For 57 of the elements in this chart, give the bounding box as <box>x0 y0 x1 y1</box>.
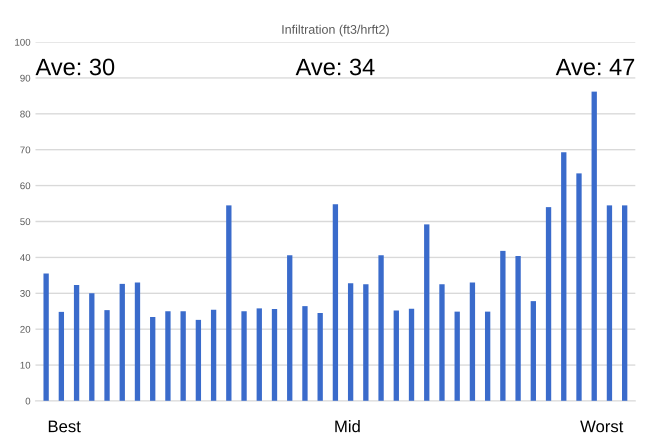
bar <box>180 311 186 401</box>
bar <box>408 308 414 401</box>
bar <box>58 312 64 401</box>
bar <box>150 316 156 401</box>
y-tick-label: 40 <box>20 254 30 261</box>
bar <box>89 293 94 401</box>
bar <box>332 204 338 401</box>
bar <box>561 152 566 401</box>
bar <box>318 313 323 401</box>
bar <box>104 310 110 401</box>
y-tick-label: 10 <box>20 362 30 369</box>
bar <box>210 310 216 401</box>
y-tick-label: 30 <box>20 290 30 297</box>
bar <box>241 311 247 401</box>
bar <box>470 282 476 401</box>
bar <box>348 283 354 401</box>
bar <box>454 312 460 401</box>
bar <box>302 306 308 401</box>
y-tick-label: 60 <box>20 182 30 190</box>
annotation: Ave: 30 <box>36 58 114 76</box>
y-tick-label: 20 <box>20 326 30 333</box>
bar <box>363 284 369 401</box>
bar <box>43 274 49 401</box>
bar <box>622 205 628 401</box>
y-tick-label: 50 <box>20 218 30 226</box>
annotation: Ave: 34 <box>296 58 375 76</box>
text: Best <box>48 420 81 432</box>
annotation: Ave: 47 <box>556 58 634 76</box>
bar <box>546 207 552 401</box>
bar <box>484 312 490 401</box>
bar <box>226 205 232 401</box>
bar <box>515 256 521 401</box>
y-tick-label: 0 <box>26 398 30 405</box>
bar <box>530 301 536 401</box>
text: Mid <box>335 420 360 432</box>
bar <box>196 320 202 401</box>
y-tick-label: 80 <box>20 110 30 118</box>
bar <box>576 173 582 401</box>
bar <box>287 255 292 401</box>
y-tick-label: 100 <box>15 38 30 46</box>
bar <box>500 250 506 401</box>
chart-title: Infiltration (ft3/hrft2) <box>282 24 389 36</box>
bar <box>394 310 399 401</box>
bar <box>424 224 430 401</box>
bar <box>606 205 612 401</box>
bar <box>272 309 278 401</box>
bar <box>256 308 262 401</box>
bar <box>592 92 597 401</box>
bar <box>165 311 171 401</box>
bar <box>378 255 384 401</box>
bar <box>134 282 140 401</box>
bar <box>74 285 80 401</box>
bar <box>439 284 445 401</box>
y-tick-label: 90 <box>20 74 30 82</box>
y-tick-label: 70 <box>20 146 30 154</box>
bar <box>120 284 125 401</box>
text: Worst <box>580 420 624 432</box>
